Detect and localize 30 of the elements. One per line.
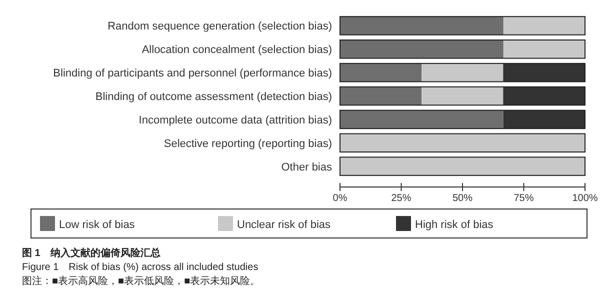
bar — [340, 110, 504, 129]
y-tick-label: Blinding of participants and personnel (performance bias) — [53, 68, 332, 80]
bar — [422, 86, 504, 106]
legend-label: High risk of bias — [415, 219, 494, 231]
legend-label: Low risk of bias — [59, 219, 136, 231]
legend-label: Unclear risk of bias — [237, 219, 332, 231]
text: 图 1 纳入文献的偏倚风险汇总 — [22, 247, 162, 259]
x-tick-label: 0% — [332, 193, 348, 204]
y-tick-label: Blinding of outcome assessment (detection bias) — [95, 91, 332, 103]
y-tick-label: Incomplete outcome data (attrition bias) — [138, 114, 332, 126]
bar — [503, 40, 585, 58]
bar — [422, 63, 504, 82]
bar — [503, 16, 585, 35]
bar — [340, 86, 422, 106]
x-tick-label: 75% — [514, 193, 534, 204]
bar — [503, 86, 585, 106]
bar — [340, 63, 422, 82]
x-tick-label: 50% — [452, 193, 473, 204]
bar — [340, 40, 504, 58]
text: Figure 1 Risk of bias (%) across all included studies — [22, 262, 258, 273]
text: 图注：■表示高风险，■表示低风险，■表示未知风险。 — [22, 275, 260, 287]
y-tick-label: Allocation concealment (selection bias) — [142, 44, 332, 56]
bar — [340, 16, 504, 35]
x-tick-label: 25% — [391, 193, 412, 204]
bar — [503, 63, 585, 82]
x-tick-label: 100% — [572, 193, 598, 204]
y-tick-label: Other bias — [281, 161, 332, 174]
bar — [503, 110, 585, 129]
y-tick-label: Selective reporting (reporting bias) — [164, 138, 332, 150]
y-tick-label: Random sequence generation (selection bias) — [108, 20, 332, 33]
